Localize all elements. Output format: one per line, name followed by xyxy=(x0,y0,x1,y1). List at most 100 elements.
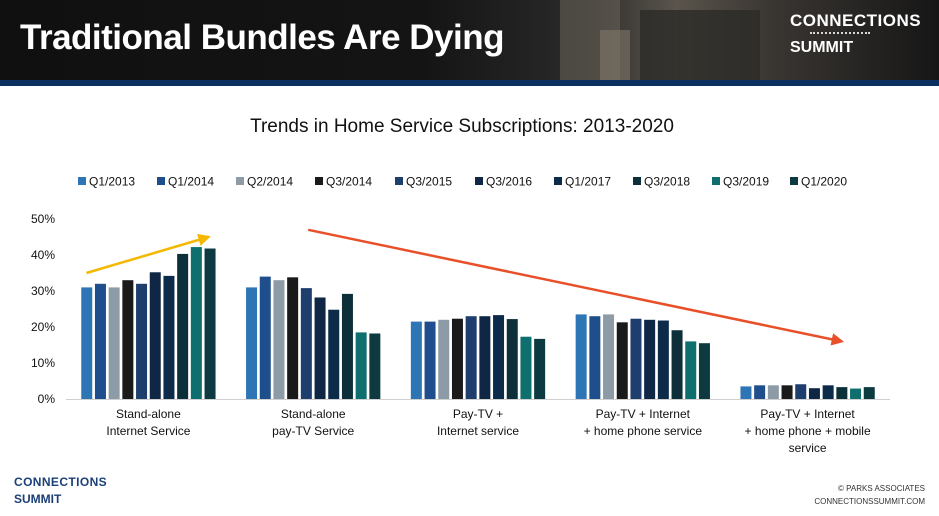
legend-swatch-4 xyxy=(395,177,403,185)
bar-4-3 xyxy=(781,385,793,399)
chart-legend: Q1/2013 Q1/2014 Q2/2014 Q3/2014 Q3/2015 Q3/20… xyxy=(78,175,847,189)
background-photo-detail xyxy=(600,30,630,86)
legend-swatch-9 xyxy=(790,177,798,185)
bar-4-7 xyxy=(836,387,848,399)
bar-2-2 xyxy=(438,319,450,399)
slide-title: Traditional Bundles Are Dying xyxy=(20,18,505,57)
x-category-label-2: Pay-TV + Internet service xyxy=(437,407,519,438)
bar-1-3 xyxy=(287,277,299,399)
bar-3-7 xyxy=(671,330,683,399)
footer-logo-line2: SUMMIT xyxy=(14,492,62,506)
y-tick-label-5: 50% xyxy=(31,212,55,226)
bar-4-5 xyxy=(808,388,820,399)
bar-1-9 xyxy=(369,333,381,399)
bar-3-8 xyxy=(685,341,697,399)
bar-1-5 xyxy=(314,297,326,399)
legend-label-4: Q3/2015 xyxy=(406,175,452,189)
legend-swatch-6 xyxy=(554,177,562,185)
x-category-label-3: Pay-TV + Internet + home phone service xyxy=(584,407,703,438)
y-tick-label-3: 30% xyxy=(31,284,55,298)
bar-1-0 xyxy=(246,287,258,399)
x-category-label-1: Stand-alone pay-TV Service xyxy=(272,407,354,438)
bar-2-6 xyxy=(493,315,505,399)
bar-0-8 xyxy=(190,247,202,399)
bar-0-9 xyxy=(204,248,216,399)
bar-1-2 xyxy=(273,280,285,399)
bar-1-4 xyxy=(300,288,312,399)
bar-4-1 xyxy=(754,385,766,399)
logo-line2: SUMMIT xyxy=(790,39,854,56)
bar-4-2 xyxy=(767,385,779,399)
y-tick-label-0: 0% xyxy=(38,392,56,406)
footer-logo-line1: CONNECTIONS xyxy=(14,475,108,489)
bar-3-9 xyxy=(698,343,710,399)
legend-swatch-1 xyxy=(157,177,165,185)
bar-0-4 xyxy=(136,283,148,399)
trend-arrows xyxy=(86,228,845,346)
legend-swatch-0 xyxy=(78,177,86,185)
legend-label-0: Q1/2013 xyxy=(89,175,135,189)
bar-3-4 xyxy=(630,318,642,399)
connections-summit-logo: CONNECTIONS SUMMIT xyxy=(790,12,921,56)
legend-swatch-2 xyxy=(236,177,244,185)
legend-label-3: Q3/2014 xyxy=(326,175,372,189)
bar-2-5 xyxy=(479,316,491,399)
website-text: CONNECTIONSSUMMIT.COM xyxy=(814,497,925,506)
legend-label-7: Q3/2018 xyxy=(644,175,690,189)
bar-0-5 xyxy=(149,272,161,399)
bar-3-0 xyxy=(575,314,587,399)
bar-0-6 xyxy=(163,275,175,399)
legend-swatch-8 xyxy=(712,177,720,185)
bar-1-1 xyxy=(259,276,271,399)
chart: Trends in Home Service Subscriptions: 20… xyxy=(31,116,890,455)
bars xyxy=(81,247,875,399)
legend-swatch-7 xyxy=(633,177,641,185)
x-axis: Stand-alone Internet Service Stand-alone pa… xyxy=(66,399,890,455)
logo-line1: CONNECTIONS xyxy=(790,11,922,30)
bar-2-7 xyxy=(506,319,518,399)
bar-1-7 xyxy=(341,293,353,399)
bar-1-8 xyxy=(355,332,367,399)
bar-4-9 xyxy=(863,387,875,399)
y-tick-label-4: 40% xyxy=(31,248,55,262)
bar-0-1 xyxy=(94,283,106,399)
bar-1-6 xyxy=(328,309,340,399)
bar-0-2 xyxy=(108,287,120,399)
bar-2-8 xyxy=(520,336,532,399)
bar-3-6 xyxy=(657,320,669,399)
bar-2-4 xyxy=(465,316,477,399)
chart-title: Trends in Home Service Subscriptions: 20… xyxy=(250,116,674,137)
legend-label-9: Q1/2020 xyxy=(801,175,847,189)
legend-label-5: Q3/2016 xyxy=(486,175,532,189)
bar-3-1 xyxy=(589,316,601,399)
header-accent-bar xyxy=(0,80,939,86)
bar-2-9 xyxy=(534,338,546,399)
y-tick-label-1: 10% xyxy=(31,356,55,370)
legend-label-2: Q2/2014 xyxy=(247,175,293,189)
legend-label-1: Q1/2014 xyxy=(168,175,214,189)
bar-4-4 xyxy=(795,384,807,399)
logo-dots xyxy=(810,32,870,38)
legend-swatch-5 xyxy=(475,177,483,185)
copyright-text: © PARKS ASSOCIATES xyxy=(838,484,925,493)
x-category-label-4: Pay-TV + Internet + home phone + mobile se… xyxy=(745,407,871,455)
bar-2-0 xyxy=(410,321,422,399)
y-tick-label-2: 20% xyxy=(31,320,55,334)
bar-3-5 xyxy=(644,319,656,399)
bar-0-3 xyxy=(122,280,134,399)
footer-logo: CONNECTIONS SUMMIT xyxy=(14,476,107,506)
background-photo-building xyxy=(640,10,760,86)
bar-4-6 xyxy=(822,385,834,399)
bar-0-7 xyxy=(177,253,189,399)
legend-label-8: Q3/2019 xyxy=(723,175,769,189)
decline-trend-arrow xyxy=(307,228,845,346)
bar-4-8 xyxy=(850,388,862,399)
bar-3-2 xyxy=(603,314,615,399)
footer-credits: © PARKS ASSOCIATES CONNECTIONSSUMMIT.COM xyxy=(814,482,925,508)
x-category-label-0: Stand-alone Internet Service xyxy=(106,407,190,438)
bar-3-3 xyxy=(616,322,628,399)
growth-trend-arrow xyxy=(86,233,211,275)
legend-label-6: Q1/2017 xyxy=(565,175,611,189)
bar-0-0 xyxy=(81,287,93,399)
y-axis: 0% 10% 20% 30% 40% 50% xyxy=(31,212,55,406)
